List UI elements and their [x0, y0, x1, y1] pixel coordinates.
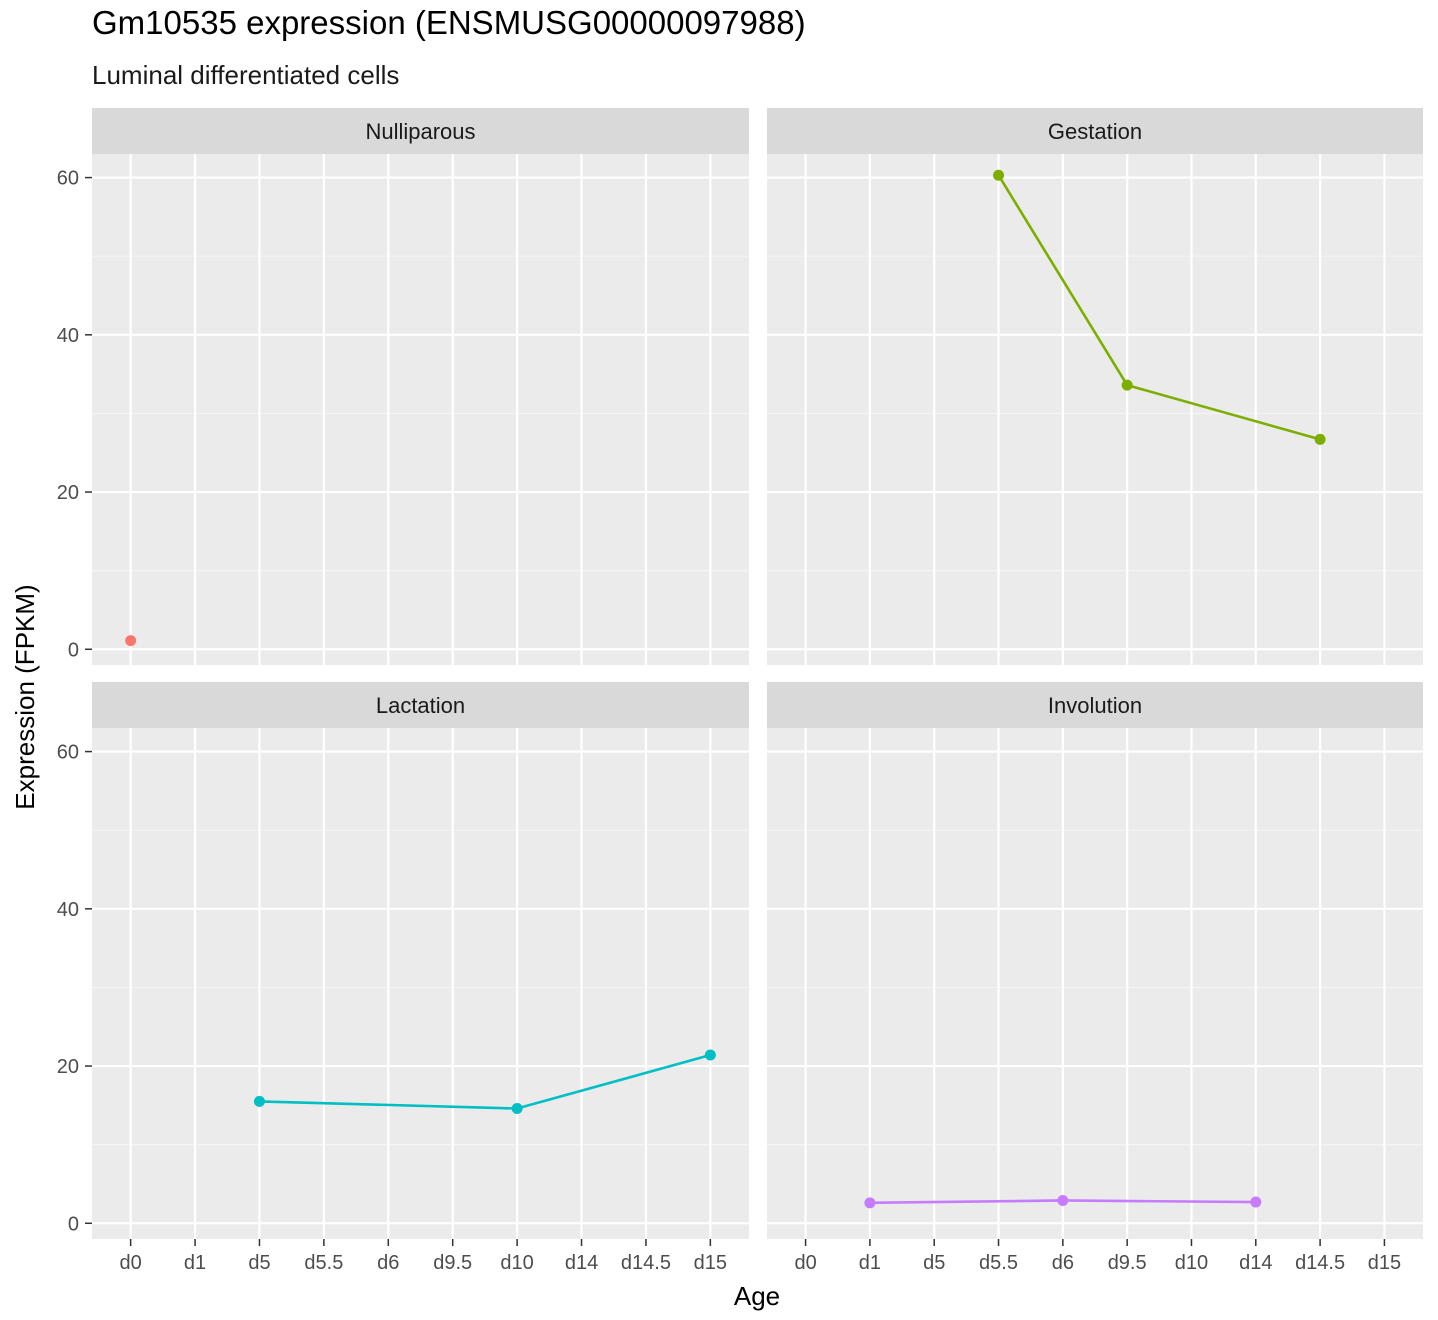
x-tick-label: d14: [1239, 1252, 1272, 1274]
x-tick-label: d1: [859, 1252, 881, 1274]
data-point: [125, 635, 137, 647]
x-tick-label: d14.5: [621, 1252, 671, 1274]
data-point: [993, 169, 1005, 181]
panel-background: [92, 154, 749, 665]
x-tick-label: d9.5: [1108, 1252, 1147, 1274]
x-tick-label: d10: [1175, 1252, 1208, 1274]
y-tick-label: 40: [57, 899, 79, 921]
facet-strip: [92, 108, 749, 154]
facet-strip-label: Involution: [1048, 693, 1142, 718]
facet-strip: [767, 682, 1423, 728]
facet-strip: [92, 682, 749, 728]
data-point: [864, 1197, 876, 1209]
y-tick-label: 20: [57, 482, 79, 504]
y-tick-label: 40: [57, 325, 79, 347]
x-tick-label: d10: [500, 1252, 533, 1274]
chart-subtitle: Luminal differentiated cells: [92, 60, 400, 90]
x-tick-label: d5.5: [979, 1252, 1018, 1274]
x-tick-label: d5.5: [304, 1252, 343, 1274]
chart-title: Gm10535 expression (ENSMUSG00000097988): [92, 4, 806, 41]
facet-strip-label: Lactation: [376, 693, 465, 718]
data-point: [1121, 379, 1133, 391]
panel-background: [767, 728, 1423, 1239]
x-tick-label: d0: [120, 1252, 142, 1274]
y-tick-label: 60: [57, 168, 79, 190]
panel-background: [767, 154, 1423, 665]
y-axis-title: Expression (FPKM): [10, 584, 40, 809]
x-axis-title: Age: [734, 1281, 780, 1311]
data-point: [253, 1095, 265, 1107]
facet-strip-label: Gestation: [1048, 119, 1142, 144]
x-tick-label: d0: [794, 1252, 816, 1274]
x-tick-label: d9.5: [433, 1252, 472, 1274]
data-point: [511, 1102, 523, 1114]
data-point: [1314, 433, 1326, 445]
data-point: [704, 1049, 716, 1061]
y-tick-label: 20: [57, 1056, 79, 1078]
y-tick-label: 0: [68, 1213, 79, 1235]
facet-strip-label: Nulliparous: [365, 119, 475, 144]
data-point: [1250, 1196, 1262, 1208]
x-tick-label: d1: [184, 1252, 206, 1274]
y-tick-label: 60: [57, 742, 79, 764]
x-tick-label: d6: [377, 1252, 399, 1274]
x-tick-label: d15: [694, 1252, 727, 1274]
x-tick-label: d14: [565, 1252, 598, 1274]
data-point: [1057, 1194, 1069, 1206]
x-tick-label: d5: [248, 1252, 270, 1274]
y-tick-label: 0: [68, 639, 79, 661]
x-tick-label: d14.5: [1295, 1252, 1345, 1274]
x-tick-label: d6: [1052, 1252, 1074, 1274]
x-tick-label: d5: [923, 1252, 945, 1274]
facet-strip: [767, 108, 1423, 154]
panel-background: [92, 728, 749, 1239]
x-tick-label: d15: [1368, 1252, 1401, 1274]
